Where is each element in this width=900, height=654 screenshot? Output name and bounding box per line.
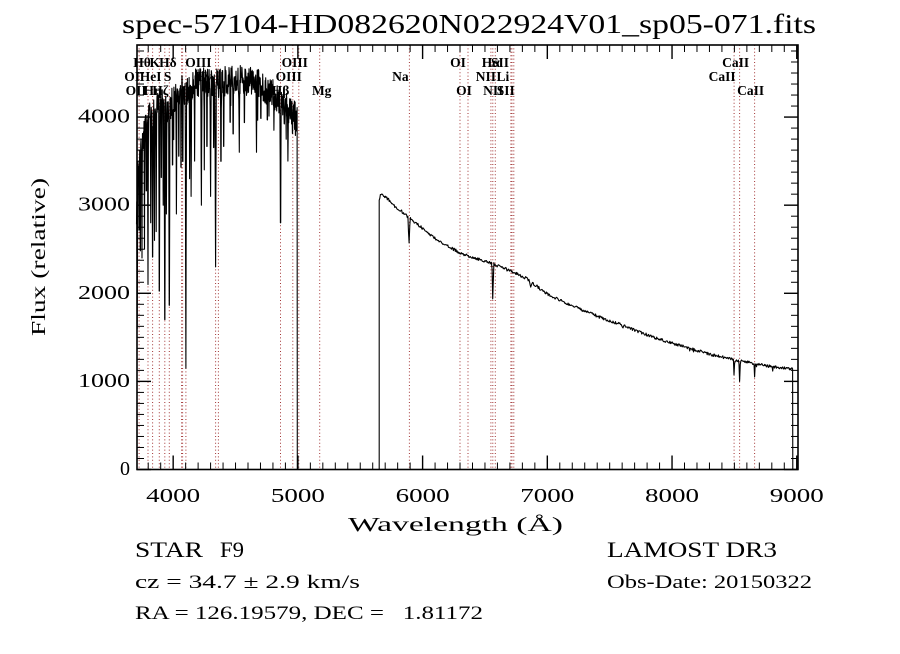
cz-value: cz = 34.7 ± 2.9 km/s: [135, 572, 360, 593]
spectral-line-label: SII: [491, 55, 509, 70]
plot-title: spec-57104-HD082620N022924V01_sp05-071.f…: [122, 9, 816, 39]
spectral-line-label: CaII: [709, 69, 736, 84]
spectral-line-label: SII: [497, 83, 515, 98]
spectral-line-label: HeI: [140, 69, 162, 84]
spectral-line-label: OII: [126, 83, 147, 98]
axes-layer: [136, 44, 799, 471]
ra-dec-value: RA = 126.19579, DEC = 1.81172: [135, 603, 483, 624]
spectral-line-label: CaII: [722, 55, 749, 70]
x-tick-label: 8000: [645, 485, 699, 507]
spectrum-path: [135, 65, 798, 471]
spectral-line-label: Li: [497, 69, 510, 84]
x-tick-label: 7000: [520, 485, 574, 507]
x-tick-label: 9000: [770, 485, 824, 507]
spectral-line-label: Hζ: [152, 83, 169, 98]
x-axis-label: Wavelength (Å): [348, 514, 563, 536]
spectral-line-label: OIII: [276, 69, 302, 84]
spectral-line-label: K: [150, 55, 161, 70]
spectrum-layer: [135, 65, 798, 471]
spectral-line-label: NII: [483, 83, 503, 98]
spectral-line-label: Mg: [312, 83, 332, 98]
obs-date: Obs-Date: 20150322: [607, 572, 812, 593]
y-tick-label: 4000: [78, 106, 130, 128]
tick-labels-layer: 4000 5000 6000 7000 8000 9000 0 1000 2000 3000 400…: [78, 106, 824, 507]
spectral-line-label: Hα: [482, 55, 501, 70]
y-tick-label: 1000: [78, 370, 130, 392]
y-axis-label: Flux (relative): [28, 178, 50, 336]
subclass-label: F9: [220, 537, 244, 562]
y-tick-label: 3000: [78, 194, 130, 216]
x-tick-label: 6000: [396, 485, 450, 507]
spectral-line-label: CaII: [737, 83, 764, 98]
x-tick-label: 4000: [146, 485, 200, 507]
y-tick-label: 2000: [78, 282, 130, 304]
spectral-line-label: OIII: [282, 55, 308, 70]
spectral-line-label: Na: [392, 69, 409, 84]
line-markers-layer: [138, 45, 756, 470]
spectral-line-label: OI: [124, 69, 140, 84]
survey-label: LAMOST DR3: [607, 537, 777, 562]
spectral-line-label: OI: [456, 83, 472, 98]
spectral-line-label: OI: [450, 55, 466, 70]
spectral-line-label: Hδ: [159, 55, 177, 70]
spectral-line-label: OIII: [185, 55, 211, 70]
spectral-line-label: S: [164, 69, 172, 84]
x-tick-label: 5000: [271, 485, 325, 507]
spectral-line-label: NII: [476, 69, 496, 84]
plot-frame: [136, 44, 799, 471]
y-tick-label: 0: [120, 458, 130, 480]
class-label: STAR: [135, 537, 203, 562]
